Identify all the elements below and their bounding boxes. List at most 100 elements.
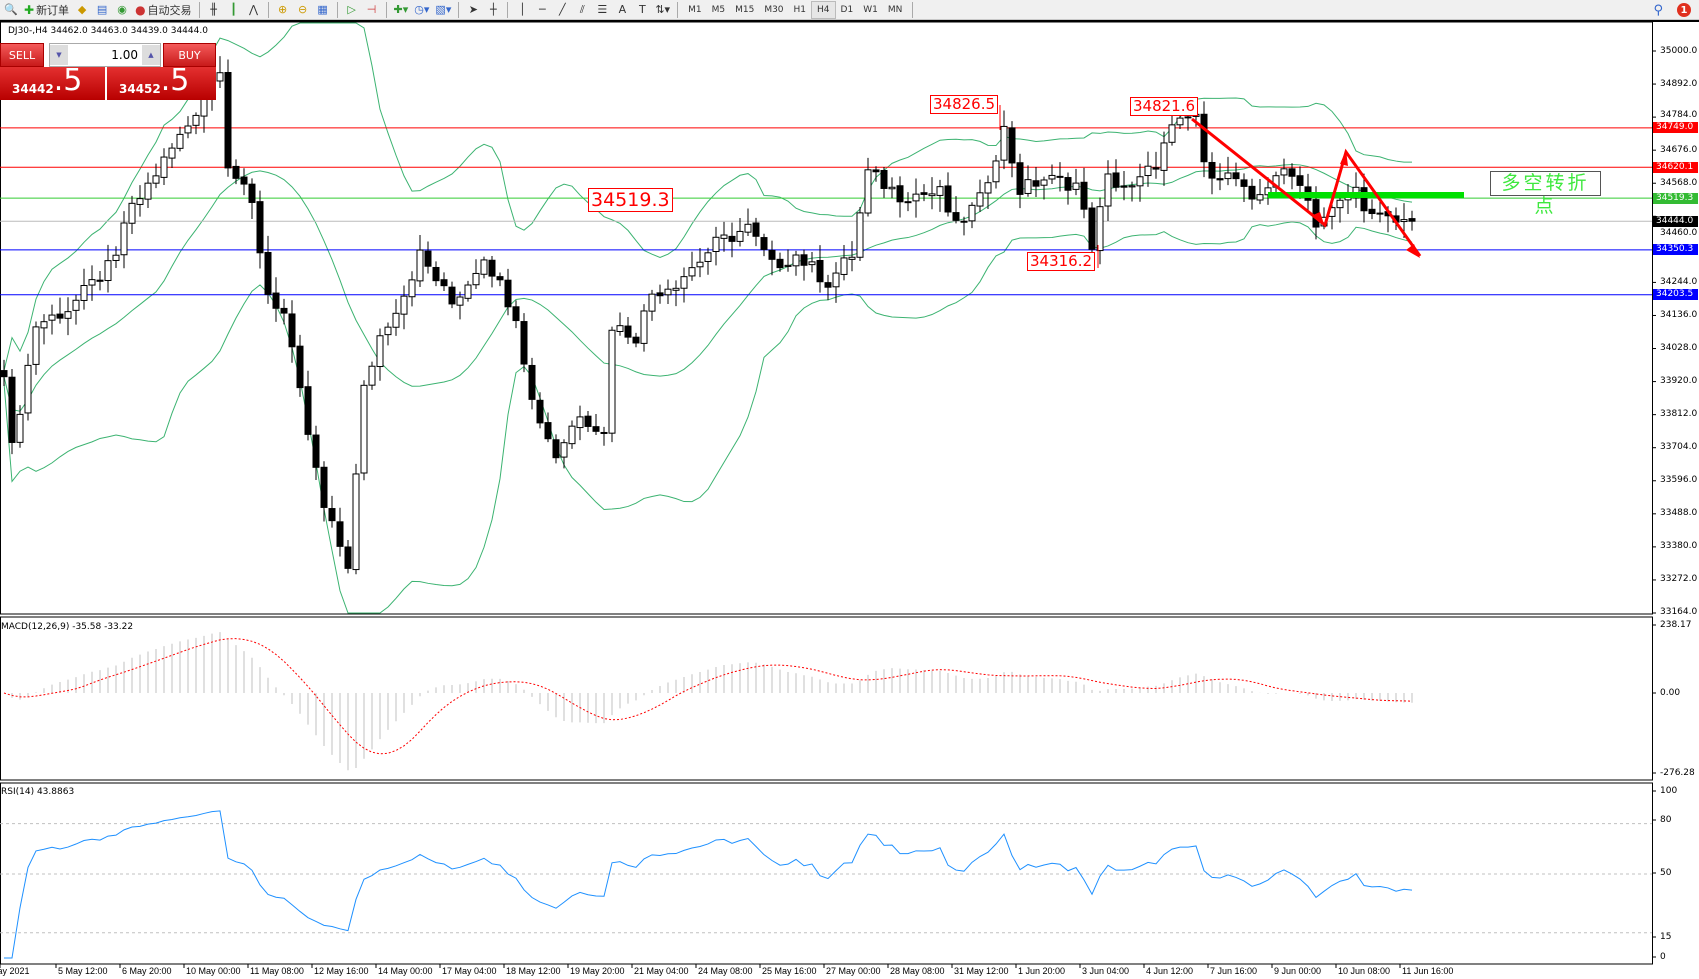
timeframe-bar: M1 M5 M15 M30 H1 H4 D1 W1 MN: [683, 0, 907, 19]
chart-shift-icon[interactable]: ⊣: [366, 3, 377, 16]
bullish-candle: [24, 364, 32, 414]
template-icon[interactable]: ▧▾: [435, 3, 452, 16]
bearish-candle: [424, 250, 432, 267]
timeframe-m1[interactable]: M1: [688, 4, 702, 15]
bullish-candle: [1160, 142, 1168, 171]
bullish-candle: [176, 133, 184, 149]
bullish-candle: [672, 287, 680, 291]
bullish-candle: [648, 293, 656, 312]
auto-trading-button[interactable]: ● 自动交易: [133, 1, 193, 19]
timeframe-m15[interactable]: M15: [735, 4, 755, 15]
bar-chart-icon[interactable]: ╫: [210, 3, 217, 16]
time-axis-label: 11 Jun 16:00: [1402, 966, 1454, 976]
bullish-candle: [376, 335, 384, 368]
notification-badge[interactable]: 1: [1677, 3, 1691, 17]
zoom-out-icon[interactable]: ⊖: [297, 3, 308, 16]
horizontal-line-icon[interactable]: ─: [539, 3, 546, 16]
signals-icon[interactable]: ◉: [117, 3, 127, 16]
trendline-icon[interactable]: ╱: [559, 3, 566, 16]
price-axis-label: 34244.0: [1660, 276, 1698, 287]
bearish-candle: [584, 415, 592, 427]
arrows-icon[interactable]: ⇅▾: [655, 3, 671, 16]
autoscroll-icon[interactable]: ▷: [347, 3, 356, 16]
price-axis-label: 34028.0: [1660, 343, 1698, 354]
text-icon[interactable]: A: [618, 3, 627, 16]
equidistant-channel-icon[interactable]: ⫽: [579, 2, 585, 16]
zoom-in-icon[interactable]: ⊕: [277, 3, 288, 16]
bullish-candle: [640, 310, 648, 344]
fibonacci-icon[interactable]: ☰: [597, 3, 608, 16]
price-level-tag: 34620.1: [1653, 161, 1698, 173]
candles-icon[interactable]: ┃: [230, 3, 237, 16]
bullish-candle: [416, 249, 424, 282]
timeframe-w1[interactable]: W1: [863, 4, 878, 15]
bullish-candle: [1128, 185, 1136, 188]
lot-value[interactable]: 1.00: [111, 48, 138, 62]
bollinger-lower: [3, 221, 1413, 614]
sell-button[interactable]: SELL: [0, 43, 44, 67]
bearish-candle: [256, 201, 264, 254]
line-chart-icon[interactable]: ⋀: [249, 3, 259, 16]
buy-price-button[interactable]: 34452.5: [107, 66, 216, 100]
bullish-candle: [608, 329, 616, 434]
bearish-candle: [448, 286, 456, 305]
price-level-tag: 34350.3: [1653, 244, 1698, 256]
time-axis-label: 1 Jun 20:00: [1018, 966, 1066, 976]
bullish-candle: [352, 473, 360, 571]
bullish-candle: [80, 285, 88, 301]
bullish-candle: [368, 365, 376, 386]
bullish-candle: [1168, 124, 1176, 143]
text-label-icon[interactable]: T: [638, 3, 646, 16]
bullish-candle: [464, 284, 472, 299]
vertical-line-icon[interactable]: │: [519, 3, 526, 16]
bearish-candle: [776, 258, 784, 269]
bullish-candle: [112, 254, 120, 261]
timeframe-d1[interactable]: D1: [840, 4, 854, 15]
indicators-icon[interactable]: ✚▾: [393, 3, 409, 16]
search-icon[interactable]: ⚲: [1653, 2, 1663, 18]
crosshair-icon[interactable]: ┼: [490, 3, 497, 16]
bearish-candle: [1288, 168, 1296, 177]
bearish-candle: [760, 237, 768, 250]
timeframe-m30[interactable]: M30: [764, 4, 784, 15]
data-window-icon[interactable]: ▤: [96, 3, 108, 16]
bearish-candle: [1032, 180, 1040, 187]
lot-decrease-icon[interactable]: ▼: [50, 45, 68, 65]
separator: [912, 1, 914, 18]
bearish-candle: [592, 426, 600, 432]
bullish-candle: [976, 192, 984, 207]
rsi-axis-label: 0: [1660, 951, 1666, 962]
price-axis-label: 34136.0: [1660, 309, 1698, 320]
bullish-candle: [1176, 117, 1184, 126]
bearish-candle: [296, 345, 304, 389]
auto-trading-label: 自动交易: [147, 3, 192, 17]
timeframe-mn[interactable]: MN: [887, 4, 903, 15]
bearish-candle: [1248, 185, 1256, 200]
search-icon[interactable]: 🔍: [4, 3, 18, 16]
price-axis-label: 34460.0: [1660, 227, 1698, 238]
timeframe-h1[interactable]: H1: [793, 4, 807, 15]
time-axis-label: 27 May 00:00: [826, 966, 881, 976]
new-order-button[interactable]: ✚ 新订单: [22, 1, 71, 19]
bearish-candle: [440, 279, 448, 287]
gold-icon[interactable]: ◆: [77, 3, 87, 16]
bearish-candle: [816, 259, 824, 283]
cursor-icon[interactable]: ➤: [468, 3, 478, 16]
buy-button[interactable]: BUY: [163, 43, 216, 67]
lot-size-input[interactable]: ▼ 1.00 ▲: [49, 43, 161, 67]
sell-price-button[interactable]: 34442.5: [0, 66, 105, 100]
trend-arrow-path: [1191, 117, 1422, 257]
bearish-candle: [872, 169, 880, 173]
periods-clock-icon[interactable]: ◷▾: [414, 3, 430, 16]
bullish-candle: [104, 260, 112, 282]
tile-windows-icon[interactable]: ▦: [317, 3, 328, 16]
time-axis-label: 25 May 16:00: [762, 966, 817, 976]
bearish-candle: [280, 307, 288, 314]
timeframe-m5[interactable]: M5: [711, 4, 726, 15]
timeframe-h4[interactable]: H4: [811, 0, 836, 19]
price-level-tag: 34519.3: [1653, 192, 1698, 204]
lot-increase-icon[interactable]: ▲: [142, 45, 160, 65]
price-axis-label: 34568.0: [1660, 177, 1698, 188]
separator: [385, 1, 387, 18]
